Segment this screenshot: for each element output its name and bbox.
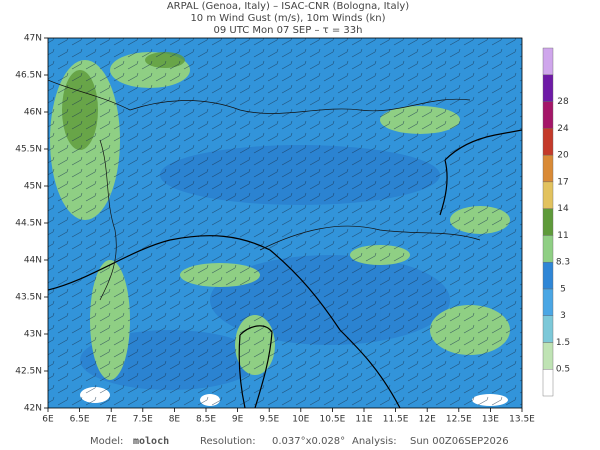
lat-label: 46.5N — [15, 71, 42, 81]
footer-value: moloch — [133, 436, 169, 447]
header-line: ARPAL (Genoa, Italy) – ISAC-CNR (Bologna… — [167, 1, 409, 12]
colorbar-segment — [542, 128, 554, 156]
lon-label: 13.5E — [509, 415, 535, 425]
colorbar-label: 11 — [557, 231, 568, 241]
colorbar-segment — [542, 154, 554, 183]
lat-label: 43.5N — [15, 293, 42, 303]
lon-label: 7.5E — [133, 415, 153, 425]
colorbar-segment — [542, 369, 554, 397]
lat-label: 46N — [24, 108, 42, 118]
colorbar-segment — [542, 208, 554, 236]
lat-label: 45N — [24, 182, 42, 192]
lon-label: 13E — [482, 415, 499, 425]
colorbar-segment — [542, 101, 554, 129]
colorbar-label: 20 — [557, 151, 569, 161]
header-line: 09 UTC Mon 07 SEP – τ = 33h — [214, 25, 363, 36]
lat-label: 42.5N — [15, 367, 42, 377]
lon-label: 11E — [355, 415, 372, 425]
colorbar-label: 28 — [557, 97, 569, 107]
lon-label: 10.5E — [320, 415, 346, 425]
colorbar-segment — [542, 315, 554, 343]
lon-label: 6E — [42, 415, 54, 425]
lon-label: 8E — [169, 415, 181, 425]
footer-value: Sun 00Z06SEP2026 — [410, 436, 509, 447]
colorbar-label: 5 — [560, 284, 566, 294]
footer-value: 0.037°x0.028° — [272, 436, 345, 447]
lon-label: 11.5E — [383, 415, 409, 425]
colorbar-label: 3 — [560, 311, 566, 321]
colorbar-label: 24 — [557, 124, 569, 134]
lon-label: 8.5E — [196, 415, 216, 425]
colorbar-segment — [542, 235, 554, 263]
lon-label: 12.5E — [446, 415, 472, 425]
lat-label: 42N — [24, 404, 42, 414]
lon-label: 7E — [105, 415, 117, 425]
lat-label: 43N — [24, 330, 42, 340]
footer-label: Analysis: — [352, 436, 397, 447]
lat-label: 47N — [24, 34, 42, 44]
lon-label: 10E — [292, 415, 309, 425]
lon-label: 12E — [419, 415, 436, 425]
colorbar-segment — [542, 288, 554, 316]
footer-label: Resolution: — [200, 436, 256, 447]
header-line: 10 m Wind Gust (m/s), 10m Winds (kn) — [190, 13, 385, 24]
lat-label: 44.5N — [15, 219, 42, 229]
lon-label: 9.5E — [259, 415, 279, 425]
colorbar-segment — [542, 47, 554, 75]
lat-label: 44N — [24, 256, 42, 266]
colorbar-segment — [542, 74, 554, 102]
colorbar-label: 17 — [557, 177, 568, 187]
map-field — [48, 38, 522, 408]
footer-label: Model: — [90, 436, 123, 447]
lon-label: 6.5E — [70, 415, 90, 425]
colorbar-segment — [542, 261, 554, 290]
colorbar-label: 1.5 — [556, 338, 570, 348]
colorbar-label: 8.3 — [556, 258, 570, 268]
lat-label: 45.5N — [15, 145, 42, 155]
colorbar-segment — [542, 181, 554, 209]
colorbar-label: 0.5 — [556, 365, 570, 375]
lon-label: 9E — [232, 415, 244, 425]
colorbar-label: 14 — [557, 204, 569, 214]
colorbar-segment — [542, 342, 554, 370]
